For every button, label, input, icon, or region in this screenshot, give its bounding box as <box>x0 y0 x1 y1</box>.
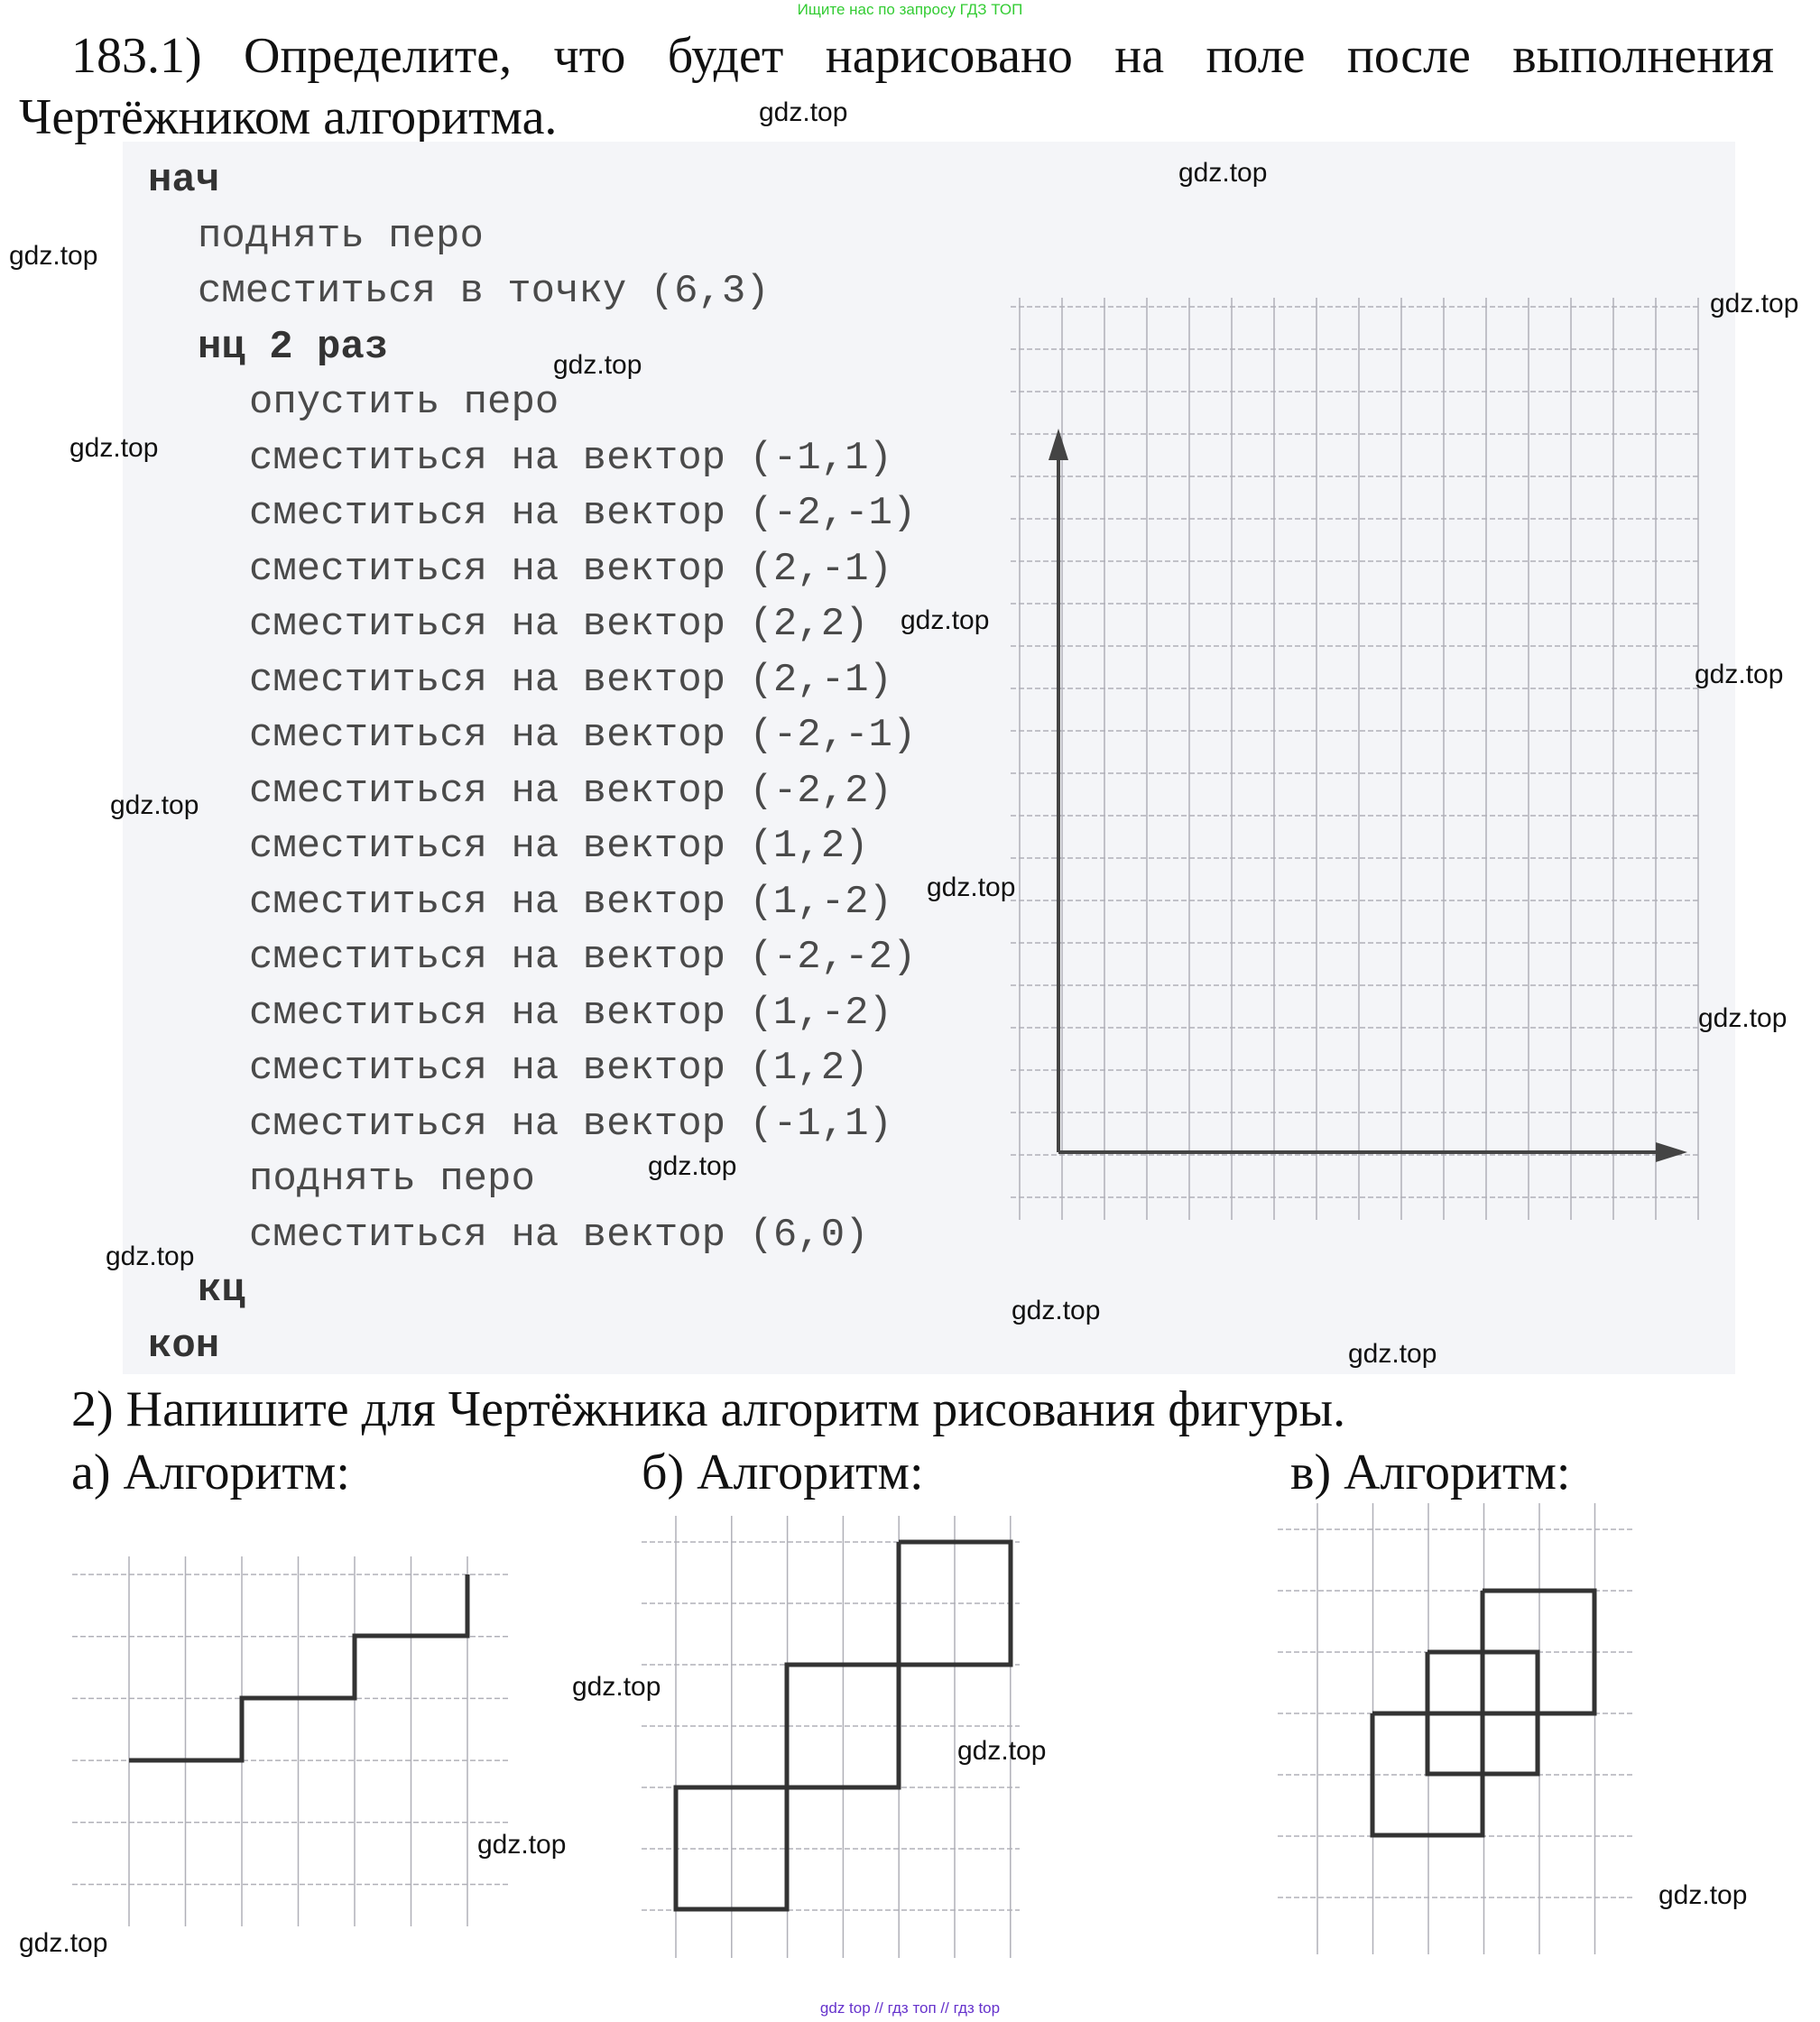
watermark: gdz.top <box>1178 158 1268 188</box>
watermark: gdz.top <box>572 1672 661 1702</box>
header-note: Ищите нас по запросу ГДЗ ТОП <box>797 1 1023 18</box>
figure-a-staircase <box>129 1574 470 1763</box>
code-line: сместиться в точку (6,3) <box>198 269 770 314</box>
watermark: gdz.top <box>477 1830 567 1860</box>
axis-arrow-icon <box>1049 429 1687 1162</box>
watermark: gdz.top <box>9 241 98 271</box>
watermark: gdz.top <box>69 433 159 463</box>
watermark: gdz.top <box>1658 1880 1748 1910</box>
code-line: сместиться на вектор (-1,1) <box>249 435 892 481</box>
watermark: gdz.top <box>110 790 199 820</box>
algorithm-code: нач поднять перо сместиться в точку (6,3) н… <box>0 153 916 1374</box>
code-line: сместиться на вектор (-2,-1) <box>249 713 917 758</box>
watermark: gdz.top <box>759 97 848 127</box>
code-line: опустить перо <box>249 380 559 425</box>
watermark: gdz.top <box>1698 1003 1788 1033</box>
code-line: сместиться на вектор (2,-1) <box>249 546 892 592</box>
code-line: поднять перо <box>198 213 484 259</box>
code-line: кон <box>148 1323 220 1369</box>
figure-c-rect-middle <box>1425 1649 1540 1777</box>
code-line: сместиться на вектор (-2,-2) <box>249 935 917 980</box>
figure-c-rect-bottom <box>1370 1711 1485 1838</box>
code-line: нач <box>148 158 220 203</box>
code-panel <box>123 142 1735 1374</box>
watermark: gdz.top <box>957 1736 1047 1766</box>
code-line: кц <box>198 1268 245 1313</box>
watermark: gdz.top <box>553 350 642 380</box>
figure-b-shape <box>673 1539 1013 1912</box>
watermark: gdz.top <box>19 1928 108 1958</box>
code-line: сместиться на вектор (2,-1) <box>249 657 892 703</box>
subtask-c-label: в) Алгоритм: <box>1290 1445 1571 1500</box>
code-line: сместиться на вектор (-1,1) <box>249 1101 892 1147</box>
code-line: сместиться на вектор (-2,-1) <box>249 491 917 536</box>
watermark: gdz.top <box>927 873 1016 902</box>
code-line: сместиться на вектор (1,-2) <box>249 879 892 925</box>
code-line: нц 2 раз <box>198 324 389 370</box>
watermark: gdz.top <box>648 1151 737 1181</box>
subtask-b-label: б) Алгоритм: <box>642 1445 924 1500</box>
watermark: gdz.top <box>1348 1339 1437 1369</box>
footer-note: gdz top // гдз топ // гдз top <box>819 1999 1001 2017</box>
code-line: сместиться на вектор (-2,2) <box>249 768 892 814</box>
code-line: сместиться на вектор (1,-2) <box>249 990 892 1036</box>
code-line: поднять перо <box>249 1157 535 1202</box>
watermark: gdz.top <box>901 605 990 635</box>
code-line: сместиться на вектор (1,2) <box>249 1046 869 1091</box>
figure-c-rect-top <box>1480 1588 1597 1716</box>
watermark: gdz.top <box>1012 1296 1101 1325</box>
code-line: сместиться на вектор (2,2) <box>249 602 869 647</box>
watermark: gdz.top <box>1710 289 1799 319</box>
task2-title: 2) Напишите для Чертёжника алгоритм рисо… <box>71 1381 1346 1437</box>
code-line: сместиться на вектор (1,2) <box>249 824 869 869</box>
task-title-line1: 183.1) Определите, что будет нарисовано … <box>71 28 1774 84</box>
code-line: сместиться на вектор (6,0) <box>249 1212 869 1258</box>
watermark: gdz.top <box>106 1242 195 1271</box>
subtask-a-label: а) Алгоритм: <box>71 1445 350 1500</box>
task-title-line2: Чертёжником алгоритма. <box>19 89 558 145</box>
watermark: gdz.top <box>1695 660 1784 689</box>
